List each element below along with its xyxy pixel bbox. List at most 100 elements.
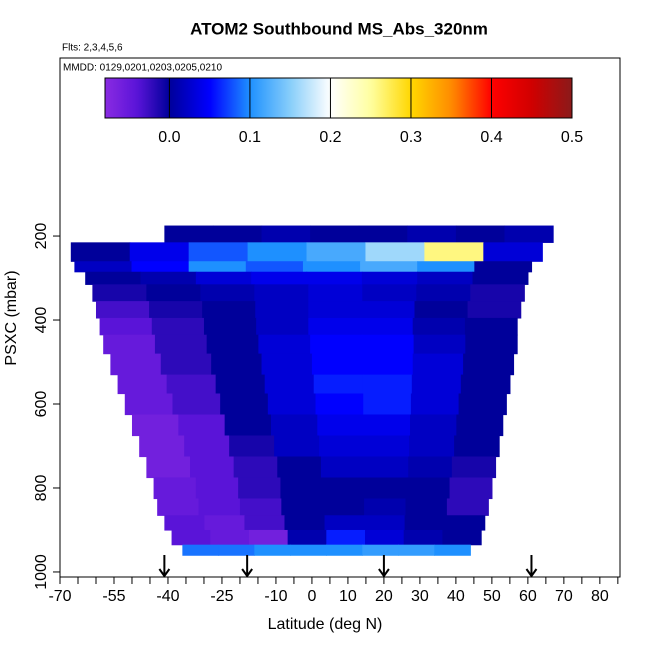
cell	[248, 529, 289, 546]
cell	[188, 261, 247, 273]
cell	[131, 261, 190, 273]
cell	[449, 477, 493, 500]
cell	[320, 456, 366, 479]
x-tick-label: 10	[339, 588, 357, 605]
cell	[229, 435, 275, 458]
cell	[233, 456, 278, 479]
x-tick-label: -25	[210, 588, 233, 605]
cell	[470, 284, 525, 302]
cell	[363, 393, 412, 416]
cell	[365, 242, 425, 262]
cell	[360, 317, 414, 336]
cell	[218, 544, 255, 556]
cell	[317, 414, 365, 437]
cell	[463, 353, 515, 376]
cell	[365, 529, 405, 546]
x-tick-label: 30	[411, 588, 429, 605]
cell	[287, 529, 327, 546]
cell	[308, 284, 363, 302]
cell	[416, 284, 471, 302]
cell	[310, 334, 363, 355]
cell	[244, 515, 286, 531]
cell	[117, 374, 168, 395]
cell	[261, 353, 313, 376]
cell	[146, 284, 201, 302]
cell	[434, 544, 471, 556]
x-tick-label: -10	[264, 588, 287, 605]
cell	[70, 242, 131, 262]
cell	[153, 477, 197, 500]
cell	[267, 393, 317, 416]
cell	[410, 393, 460, 416]
cell	[412, 353, 464, 376]
flight-arrow	[241, 555, 253, 578]
cell	[212, 225, 263, 243]
cell	[460, 374, 511, 395]
cell	[308, 301, 363, 319]
cell	[164, 515, 206, 531]
cell	[319, 435, 365, 458]
cell	[164, 225, 214, 243]
cell	[504, 225, 554, 243]
cell	[408, 456, 453, 479]
cell	[322, 498, 365, 516]
cell	[188, 242, 249, 262]
cell	[204, 515, 246, 531]
colorbar-tick-label: 0.3	[400, 129, 422, 146]
cell	[364, 498, 407, 516]
cell	[210, 529, 250, 546]
cell	[198, 498, 241, 516]
cell	[308, 317, 362, 336]
cell	[365, 477, 408, 500]
colorbar-tick-label: 0.0	[158, 129, 180, 146]
flight-arrow	[525, 555, 538, 578]
cell	[200, 284, 255, 302]
cell	[149, 301, 203, 319]
cell	[277, 456, 322, 479]
x-tick-label: 50	[483, 588, 501, 605]
cell	[417, 271, 474, 285]
cell	[184, 435, 230, 458]
cell	[131, 414, 179, 437]
cell	[245, 261, 304, 273]
cell	[311, 353, 363, 376]
y-tick-label: 200	[33, 223, 50, 250]
y-tick-label: 1000	[33, 554, 50, 590]
cell	[424, 242, 484, 262]
y-tick-label: 800	[33, 475, 50, 502]
cell	[456, 414, 504, 437]
x-tick-label: -55	[102, 588, 125, 605]
cell	[206, 334, 259, 355]
cell	[454, 435, 500, 458]
cell	[306, 271, 363, 285]
x-tick-label: -70	[48, 588, 71, 605]
cell	[239, 498, 282, 516]
cell	[361, 271, 418, 285]
cell	[270, 414, 318, 437]
cell	[364, 456, 409, 479]
cell	[166, 374, 217, 395]
colorbar	[104, 77, 573, 119]
cell	[451, 456, 497, 479]
cell	[362, 353, 414, 376]
cell	[160, 353, 212, 376]
cell	[472, 271, 529, 285]
cell	[215, 374, 266, 395]
cell	[326, 544, 363, 556]
cell	[110, 353, 162, 376]
cell	[465, 334, 518, 355]
y-axis-label: PSXC (mbar)	[3, 270, 20, 365]
cell	[411, 374, 462, 395]
cell	[409, 435, 455, 458]
cell	[157, 498, 200, 516]
cell	[310, 225, 360, 243]
cell	[362, 284, 417, 302]
cell	[280, 477, 324, 500]
x-tick-label: -40	[156, 588, 179, 605]
cell	[464, 317, 518, 336]
annotation: MMDD: 0129,0201,0203,0205,0210	[63, 63, 222, 74]
cell	[251, 271, 308, 285]
cell	[154, 334, 208, 355]
cell	[362, 544, 399, 556]
